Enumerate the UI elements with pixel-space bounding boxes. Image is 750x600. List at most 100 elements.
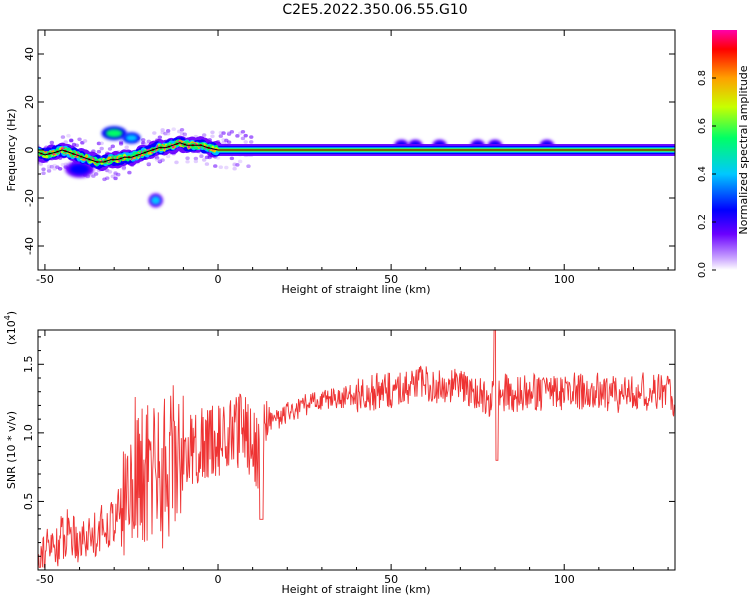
spectrogram-noise-cell	[174, 160, 179, 164]
spectrogram-noise-cell	[99, 141, 104, 146]
spectrogram-x-tick-label: 50	[384, 273, 398, 286]
spectrogram-y-tick-label: 40	[23, 47, 36, 61]
spectrogram-noise-cell	[240, 129, 246, 134]
spectrogram-noise-cell	[213, 164, 218, 168]
spectrogram-noise-cell	[235, 162, 240, 167]
spectrogram-noise-cell	[52, 163, 57, 168]
spectrogram-plot-area	[38, 126, 675, 208]
snr-y-tick-label: 1.5	[22, 356, 35, 374]
spectrogram-noise-cell	[141, 138, 146, 142]
spectrogram-noise-cell	[96, 149, 102, 154]
spectrogram-noise-cell	[218, 134, 223, 138]
spectrogram-noise-cell	[60, 135, 66, 139]
spectrogram-x-axis-label: Height of straight line (km)	[281, 283, 430, 296]
spectrogram-noise-cell	[57, 167, 63, 171]
snr-plot-area	[38, 330, 675, 568]
snr-y-tick-label: 1.0	[22, 424, 35, 442]
spectrogram-noise-cell	[165, 131, 171, 136]
spectrogram-noise-cell	[185, 156, 190, 161]
spectrogram-noise-cell	[46, 169, 52, 173]
spectrogram-noise-cell	[174, 160, 179, 165]
spectrogram-noise-cell	[66, 133, 71, 138]
colorbar-ramp	[712, 30, 737, 270]
spectrogram-noise-cell	[232, 166, 237, 171]
spectrogram-noise-cell	[46, 164, 52, 169]
snr-x-ticks: -50 0 50 100	[36, 330, 669, 586]
spectrogram-noise-cell	[124, 145, 129, 150]
spectrogram-noise-cell	[182, 132, 187, 137]
spectrogram-noise-cell	[224, 165, 229, 170]
spectrogram-y-tick-label: 0	[23, 147, 36, 154]
spectrogram-noise-cell	[160, 158, 165, 162]
spectrogram-noise-cell	[49, 164, 55, 169]
spectrogram-noise-cell	[218, 165, 223, 169]
spectrogram-x-ticks: -50 0 50 100	[36, 30, 669, 286]
spectrogram-noise-cell	[116, 172, 121, 177]
spectrogram-blob	[101, 126, 127, 141]
colorbar-ticks: 0.0 0.2 0.4 0.6 0.8	[697, 70, 716, 278]
spectrogram-noise-cell	[240, 136, 246, 141]
spectrogram-noise-cell	[193, 156, 199, 161]
spectrogram-noise-cell	[146, 161, 151, 166]
spectrogram-noise-cell	[185, 159, 190, 164]
spectrogram-noise-cell	[99, 146, 104, 151]
snr-scale-label: (x104)	[3, 311, 18, 345]
spectrogram-noise-cell	[226, 132, 232, 136]
spectrogram-noise-cell	[243, 140, 248, 144]
spectrogram-noise-cell	[52, 166, 57, 171]
spectrogram-noise-cell	[204, 162, 210, 166]
spectrogram-noise-cell	[60, 162, 66, 167]
spectrogram-blob-core	[105, 128, 123, 138]
spectrogram-noise-cell	[179, 127, 185, 132]
colorbar-tick-label: 0.4	[697, 166, 708, 182]
spectrogram-noise-cell	[221, 140, 226, 145]
spectrogram-noise-cell	[41, 167, 46, 172]
snr-scale-suffix: )	[5, 311, 18, 315]
spectrogram-noise-cell	[113, 171, 118, 175]
spectrogram-noise-cell	[165, 154, 171, 159]
spectrogram-noise-cell	[160, 128, 165, 132]
spectrogram-noise-cell	[46, 167, 52, 171]
spectrogram-ridge-trace	[38, 142, 675, 163]
spectrogram-noise-cell	[107, 169, 113, 174]
colorbar-tick-label: 0.6	[697, 118, 708, 134]
spectrogram-panel: -50 0 50 100 -40 -20 0 20 40 Height of straight…	[5, 29, 676, 296]
spectrogram-y-tick-label: -20	[23, 189, 36, 207]
spectrogram-noise-cell	[201, 158, 207, 162]
spectrogram-noise-cell	[249, 135, 254, 139]
spectrogram-blob-core	[150, 196, 161, 205]
spectrogram-noise-cell	[193, 159, 199, 164]
spectrogram-noise-cell	[229, 130, 235, 134]
spectrogram-noise-cell	[215, 156, 221, 160]
spectrogram-noise-cell	[221, 131, 226, 135]
spectrogram-noise-cell	[199, 154, 204, 159]
spectrogram-noise-cell	[113, 176, 118, 181]
spectrogram-noise-cell	[113, 172, 118, 177]
spectrogram-noise-cell	[163, 131, 168, 136]
snr-x-tick-label: -50	[36, 573, 54, 586]
colorbar: 0.0 0.2 0.4 0.6 0.8 Normalized spectral ampl…	[697, 30, 750, 278]
spectrogram-noise-cell	[63, 140, 68, 144]
spectrogram-noise-cell	[210, 130, 215, 135]
spectrogram-noise-cell	[235, 163, 240, 167]
spectrogram-noise-cell	[182, 133, 187, 138]
spectrogram-noise-cell	[179, 131, 185, 136]
spectrogram-noise-cell	[105, 176, 110, 180]
spectrogram-noise-cell	[246, 164, 251, 169]
snr-x-tick-label: 100	[554, 573, 575, 586]
colorbar-tick-label: 0.8	[697, 70, 708, 86]
figure-title: C2E5.2022.350.06.55.G10	[282, 2, 467, 18]
spectrogram-noise-cell	[107, 147, 113, 151]
spectrogram-noise-cell	[69, 138, 74, 143]
spectrogram-y-tick-label: -40	[23, 237, 36, 255]
spectrogram-y-axis-label: Frequency (Hz)	[5, 109, 18, 192]
spectrogram-noise-cell	[110, 144, 115, 149]
spectrogram-blob	[122, 132, 141, 144]
spectrogram-x-tick-label: 0	[215, 273, 222, 286]
snr-frame	[37, 329, 676, 571]
spectrogram-noise-cell	[102, 177, 107, 182]
snr-x-axis-label: Height of straight line (km)	[281, 583, 430, 596]
spectrogram-y-ticks: -40 -20 0 20 40	[23, 29, 675, 271]
spectrogram-noise-cell	[82, 139, 88, 143]
